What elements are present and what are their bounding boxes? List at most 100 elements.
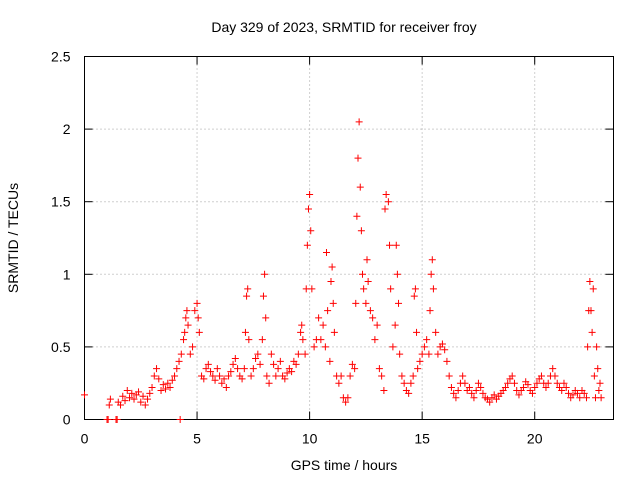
data-point xyxy=(159,381,167,389)
data-point xyxy=(249,365,257,373)
data-point xyxy=(573,389,581,397)
data-point xyxy=(420,343,428,351)
data-point xyxy=(261,270,269,278)
data-point xyxy=(146,389,154,397)
data-point xyxy=(191,307,199,315)
data-point xyxy=(213,365,221,373)
plot-frame xyxy=(84,56,614,420)
data-point xyxy=(586,278,594,286)
data-point xyxy=(356,183,364,191)
data-point xyxy=(324,307,332,315)
y-tick-label: 2.5 xyxy=(51,49,71,65)
data-point xyxy=(183,307,191,315)
data-point xyxy=(384,198,392,206)
data-point xyxy=(371,336,379,344)
data-point xyxy=(597,394,605,402)
data-point xyxy=(262,314,270,322)
data-point xyxy=(434,350,442,358)
data-point xyxy=(288,368,296,376)
data-point xyxy=(121,397,129,405)
data-point xyxy=(171,372,179,380)
data-point xyxy=(106,395,114,403)
data-point xyxy=(322,249,330,257)
data-point xyxy=(407,379,415,387)
data-point xyxy=(409,372,417,380)
data-point xyxy=(587,307,595,315)
data-point xyxy=(468,389,476,397)
data-point xyxy=(381,205,389,213)
data-point xyxy=(258,336,266,344)
data-point xyxy=(450,389,458,397)
data-point xyxy=(267,350,275,358)
data-point xyxy=(584,343,592,351)
y-tick-label: 1 xyxy=(63,266,71,282)
data-point xyxy=(588,328,596,336)
data-point xyxy=(317,336,325,344)
data-point xyxy=(366,307,374,315)
data-point xyxy=(294,350,302,358)
data-point xyxy=(474,379,482,387)
data-point xyxy=(472,386,480,394)
data-point xyxy=(162,385,170,393)
data-point xyxy=(128,389,136,397)
data-point xyxy=(553,379,561,387)
data-points xyxy=(81,118,605,423)
data-point xyxy=(373,321,381,329)
data-point xyxy=(423,336,431,344)
data-point xyxy=(576,394,584,402)
data-point xyxy=(593,343,601,351)
data-point xyxy=(200,375,208,383)
data-point xyxy=(447,384,455,392)
data-point xyxy=(386,241,394,249)
data-point xyxy=(595,386,603,394)
data-point xyxy=(144,395,152,403)
data-point xyxy=(141,401,149,409)
data-point xyxy=(443,357,451,365)
data-point xyxy=(477,384,485,392)
data-point xyxy=(155,375,163,383)
data-point xyxy=(281,375,289,383)
data-point xyxy=(344,394,352,402)
data-point xyxy=(270,360,278,368)
data-point xyxy=(234,365,242,373)
data-point xyxy=(389,343,397,351)
data-point xyxy=(225,372,233,380)
data-point xyxy=(283,369,291,377)
data-point xyxy=(510,379,518,387)
data-point xyxy=(81,391,88,399)
data-point xyxy=(346,372,354,380)
data-point xyxy=(180,336,188,344)
data-point xyxy=(508,372,516,380)
data-point xyxy=(354,154,362,162)
data-point xyxy=(292,360,300,368)
data-point xyxy=(432,328,440,336)
data-point xyxy=(560,379,568,387)
data-point xyxy=(524,381,532,389)
data-point xyxy=(177,350,185,358)
x-tick-label: 0 xyxy=(81,431,89,447)
data-point xyxy=(256,360,264,368)
data-point xyxy=(299,336,307,344)
data-point xyxy=(220,375,228,383)
data-point xyxy=(150,372,158,380)
data-point xyxy=(569,391,577,399)
data-point xyxy=(231,355,239,363)
data-point xyxy=(363,256,371,264)
data-point xyxy=(589,285,597,293)
data-point xyxy=(362,299,370,307)
data-point xyxy=(528,389,536,397)
data-point xyxy=(315,314,323,322)
data-point xyxy=(301,350,309,358)
data-point xyxy=(204,360,212,368)
data-point xyxy=(360,285,368,293)
data-point xyxy=(247,372,255,380)
data-point xyxy=(355,118,363,126)
data-point xyxy=(429,285,437,293)
data-point xyxy=(359,270,367,278)
data-point xyxy=(130,395,138,403)
data-point xyxy=(319,321,327,329)
data-point xyxy=(515,391,523,399)
data-point xyxy=(426,307,434,315)
data-point xyxy=(375,365,383,373)
